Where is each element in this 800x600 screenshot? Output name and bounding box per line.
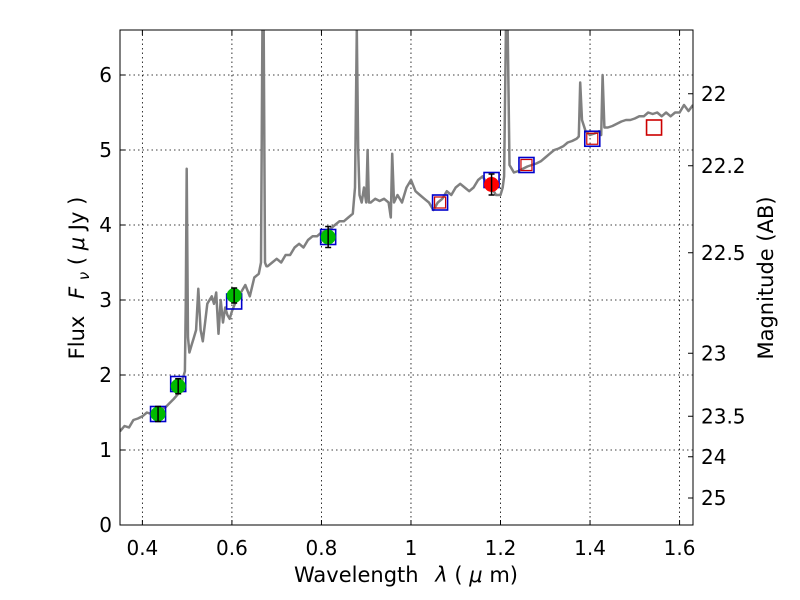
right-axis-label: Magnitude (AB): [754, 196, 778, 359]
y-axis-label-subscript: ν: [75, 272, 93, 280]
y-tick-label: 2: [99, 363, 112, 387]
x-tick-label: 0.6: [216, 536, 248, 560]
right-tick-label: 22.5: [701, 241, 746, 265]
right-tick-label: 25: [701, 486, 726, 510]
model-point-box: [583, 130, 601, 148]
y-tick-label: 5: [99, 138, 112, 162]
right-tick-label: 24: [701, 445, 726, 469]
right-tick-label: 23.5: [701, 404, 746, 428]
y-axis-label: Flux F ν ( μ Jy ): [65, 197, 94, 360]
right-tick-label: 22.2: [701, 154, 746, 178]
data-series: [120, 30, 693, 433]
axis-ticks: 0.4 0.6 0.8 1 1.2 1.4 1.601234562222.222.52323…: [99, 30, 746, 560]
y-tick-label: 3: [99, 288, 112, 312]
x-axis-label-unit-open: (: [454, 563, 462, 587]
x-tick-label: 0.8: [306, 536, 338, 560]
right-tick-label: 23: [701, 341, 726, 365]
spectrum-line: [120, 30, 693, 433]
y-axis-label-text: Flux: [65, 316, 89, 360]
model-point-inner-box: [520, 158, 533, 172]
x-axis-label-text: Wavelength: [294, 563, 419, 587]
model-point-box: [431, 194, 449, 211]
y-tick-label: 6: [99, 63, 112, 87]
y-tick-label: 4: [99, 213, 112, 237]
y-tick-label: 0: [99, 513, 112, 537]
y-axis-label-unit-open: (: [65, 250, 89, 265]
y-tick-label: 1: [99, 438, 112, 462]
x-axis-label: Wavelength λ ( μ m): [294, 563, 518, 587]
plot-background: [120, 30, 693, 525]
plot-frame: [119, 29, 694, 526]
x-tick-label: 0.4: [126, 536, 158, 560]
model-point-box: [645, 119, 663, 136]
x-axis-label-symbol: λ: [434, 563, 447, 587]
x-tick-label: 1.6: [664, 536, 696, 560]
right-tick-label: 22: [701, 82, 726, 106]
y-axis-label-unit-mu: μ: [65, 237, 89, 251]
model-point-box: [518, 156, 535, 174]
x-tick-label: 1: [405, 536, 418, 560]
model-point-inner-box: [586, 132, 599, 145]
y-axis-label-unit-rest: Jy ): [65, 197, 89, 233]
x-tick-label: 1.2: [485, 536, 517, 560]
x-axis-label-unit-rest: m): [489, 563, 518, 587]
model-point-inner-box: [433, 196, 447, 209]
x-tick-label: 1.4: [574, 536, 606, 560]
y-axis-label-symbol: F: [65, 286, 89, 299]
x-axis-label-unit-mu: μ: [468, 563, 482, 587]
